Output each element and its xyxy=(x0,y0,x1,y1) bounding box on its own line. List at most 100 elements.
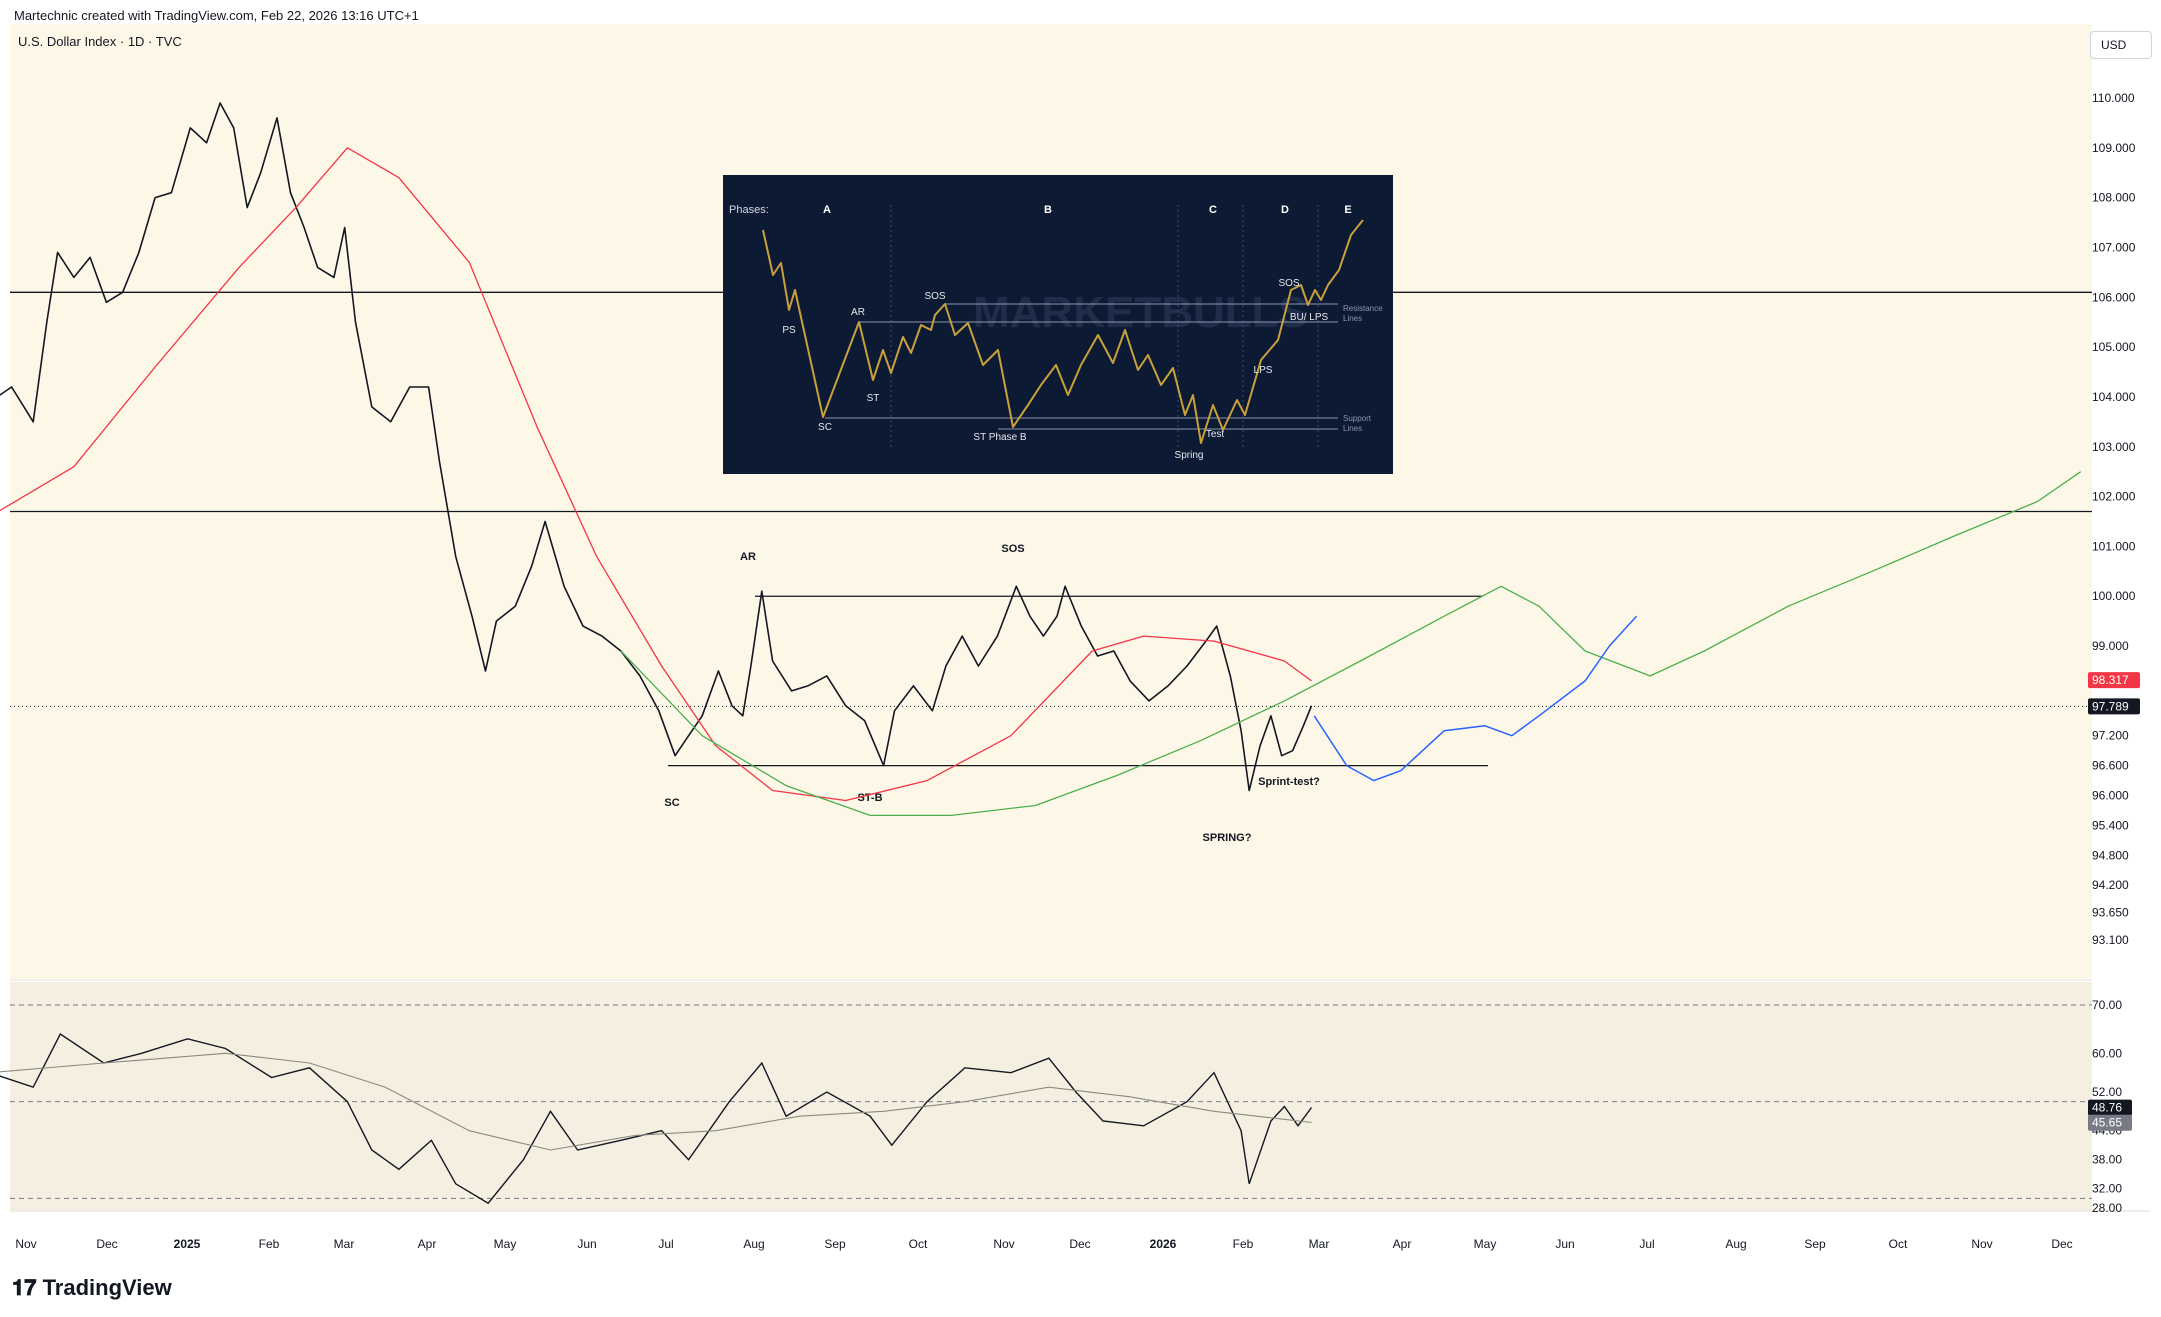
y-tick-label: 105.000 xyxy=(2092,340,2136,354)
x-tick-label: Oct xyxy=(1889,1237,1908,1251)
tradingview-brand: TradingView xyxy=(42,1275,172,1300)
inset-label-2: AR xyxy=(851,307,865,318)
rsi-label-box xyxy=(2088,1099,2132,1116)
ma-green-series xyxy=(620,471,2082,817)
price-label: 97.789 xyxy=(2092,699,2129,713)
wyckoff-schematic: MARKETBULLS Phases: A B C D E PS SC AR ST SOS ST Pha… xyxy=(729,204,1383,461)
annotation-2: SC xyxy=(664,797,679,809)
y-tick-label: 95.400 xyxy=(2092,818,2129,832)
currency-button[interactable]: USD xyxy=(2090,31,2152,59)
annotation-1: SOS xyxy=(1001,543,1024,555)
inset-label-6: Spring xyxy=(1175,450,1204,461)
tradingview-logo[interactable]: 𝟏𝟕 TradingView xyxy=(12,1275,172,1301)
resistance-label: Resistance xyxy=(1343,304,1383,313)
x-tick-label: Nov xyxy=(1971,1237,1992,1251)
annotation-0: AR xyxy=(740,551,756,563)
x-tick-label: May xyxy=(494,1237,517,1251)
inset-label-8: LPS xyxy=(1254,365,1273,376)
x-tick-label: Aug xyxy=(743,1237,764,1251)
watermark: MARKETBULLS xyxy=(973,288,1308,337)
phases-label: Phases: xyxy=(729,204,769,216)
x-tick-label: 2025 xyxy=(174,1237,201,1251)
inset-label-5: ST Phase B xyxy=(973,432,1027,443)
phase-A: A xyxy=(823,204,831,216)
y-tick-label: 102.000 xyxy=(2092,490,2136,504)
support-label: Lines xyxy=(1343,424,1362,433)
y-tick-label: 110.000 xyxy=(2092,91,2135,105)
y-tick-label: 101.000 xyxy=(2092,539,2136,553)
rsi-y-tick-label: 60.00 xyxy=(2092,1046,2122,1060)
y-tick-label: 103.000 xyxy=(2092,440,2136,454)
rsi-label-box xyxy=(2088,1114,2132,1131)
inset-label-4: SOS xyxy=(924,291,945,302)
y-tick-label: 94.800 xyxy=(2092,848,2129,862)
x-tick-label: Sep xyxy=(824,1237,846,1251)
x-tick-label: Mar xyxy=(1309,1237,1330,1251)
x-tick-label: Apr xyxy=(418,1237,437,1251)
inset-label-9: SOS xyxy=(1278,278,1299,289)
wyckoff-inset: MARKETBULLS Phases: A B C D E PS SC AR ST SOS ST Pha… xyxy=(723,175,1393,474)
x-tick-label: Dec xyxy=(2051,1237,2072,1251)
y-tick-label: 99.000 xyxy=(2092,639,2129,653)
inset-label-0: PS xyxy=(782,325,796,336)
x-tick-label: Jun xyxy=(1555,1237,1574,1251)
phase-D: D xyxy=(1281,204,1289,216)
x-tick-label: Nov xyxy=(993,1237,1014,1251)
phase-C: C xyxy=(1209,204,1217,216)
y-tick-label: 109.000 xyxy=(2092,141,2136,155)
axes: 110.000 109.000 108.000 107.000 106.000 105.0… xyxy=(15,91,2140,1251)
phase-B: B xyxy=(1044,204,1052,216)
x-tick-label: Dec xyxy=(96,1237,117,1251)
ma-red-series xyxy=(0,147,1312,802)
annotation-3: ST-B xyxy=(857,792,882,804)
chart-credit: Martechnic created with TradingView.com,… xyxy=(14,8,419,23)
x-tick-label: May xyxy=(1474,1237,1497,1251)
y-tick-label: 96.600 xyxy=(2092,759,2129,773)
rsi-y-tick-label: 38.00 xyxy=(2092,1153,2122,1167)
x-tick-label: Oct xyxy=(909,1237,928,1251)
rsi-y-tick-label: 32.00 xyxy=(2092,1182,2122,1196)
rsi-y-tick-label: 28.00 xyxy=(2092,1201,2122,1215)
price-label: 98.317 xyxy=(2092,673,2129,687)
price-label-box xyxy=(2088,698,2140,715)
inset-label-10: BU/ LPS xyxy=(1290,312,1329,323)
rsi-ma-series xyxy=(0,1052,1312,1151)
series xyxy=(0,102,2082,1205)
x-tick-label: Jun xyxy=(577,1237,596,1251)
y-tick-label: 96.000 xyxy=(2092,789,2129,803)
price-series xyxy=(0,102,1313,792)
rsi-price-label: 45.65 xyxy=(2092,1116,2122,1130)
x-tick-label: Sep xyxy=(1804,1237,1826,1251)
x-tick-label: Jul xyxy=(658,1237,673,1251)
x-tick-label: Feb xyxy=(1233,1237,1254,1251)
price-label-box xyxy=(2088,672,2140,689)
support-label: Support xyxy=(1343,414,1372,423)
rsi-y-tick-label: 70.00 xyxy=(2092,998,2122,1012)
resistance-label: Lines xyxy=(1343,314,1362,323)
y-tick-label: 93.100 xyxy=(2092,933,2129,947)
symbol-title[interactable]: U.S. Dollar Index · 1D · TVC xyxy=(18,34,182,49)
y-tick-label: 107.000 xyxy=(2092,240,2136,254)
x-tick-label: Feb xyxy=(259,1237,280,1251)
x-tick-label: Dec xyxy=(1069,1237,1090,1251)
rsi-price-label: 48.76 xyxy=(2092,1101,2122,1115)
annotation-4: Sprint-test? xyxy=(1258,776,1320,788)
x-tick-label: Nov xyxy=(15,1237,36,1251)
annotation-5: SPRING? xyxy=(1203,832,1252,844)
phase-E: E xyxy=(1344,204,1351,216)
inset-label-7: Test xyxy=(1206,429,1225,440)
x-tick-label: Mar xyxy=(334,1237,355,1251)
y-tick-label: 108.000 xyxy=(2092,191,2136,205)
x-tick-label: Aug xyxy=(1725,1237,1746,1251)
x-tick-label: Apr xyxy=(1393,1237,1412,1251)
wyckoff-path xyxy=(762,219,1364,444)
rsi-pane[interactable] xyxy=(10,982,2092,1210)
y-tick-label: 94.200 xyxy=(2092,878,2129,892)
x-tick-label: Jul xyxy=(1639,1237,1654,1251)
inset-label-3: ST xyxy=(867,393,880,404)
tradingview-logo-icon: 𝟏𝟕 xyxy=(12,1275,43,1300)
grid xyxy=(10,979,2150,1212)
y-tick-label: 97.200 xyxy=(2092,729,2129,743)
rsi-y-tick-label: 52.00 xyxy=(2092,1085,2122,1099)
